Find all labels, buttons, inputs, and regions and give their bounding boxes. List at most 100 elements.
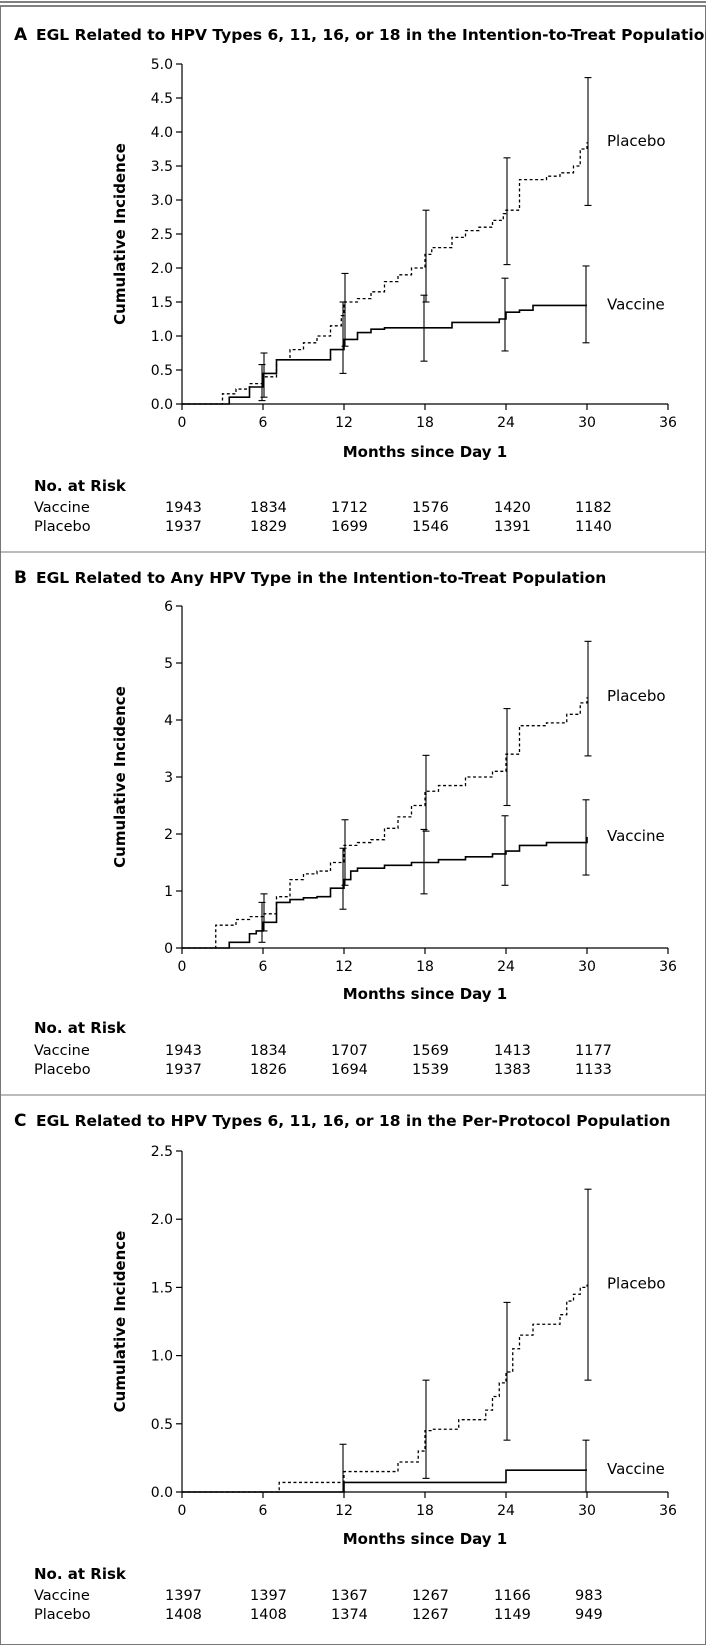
at-risk-value: 1826: [250, 1062, 287, 1078]
at-risk-value: 1834: [250, 500, 287, 516]
series-line-vaccine: [182, 1469, 587, 1493]
series-line-vaccine: [182, 304, 587, 405]
y-tick-label: 2: [164, 827, 173, 843]
x-tick-label: 30: [578, 1503, 596, 1519]
at-risk-value: 1267: [412, 1607, 449, 1623]
x-tick-label: 36: [659, 415, 677, 431]
at-risk-value: 1539: [412, 1062, 449, 1078]
at-risk-value: 1420: [494, 500, 531, 516]
at-risk-value: 1374: [331, 1607, 368, 1623]
y-axis-label: Cumulative Incidence: [111, 1231, 129, 1413]
at-risk-value: 1149: [494, 1607, 531, 1623]
x-tick-label: 6: [259, 1503, 268, 1519]
at-risk-value: 1943: [165, 500, 202, 516]
at-risk-value: 1943: [165, 1043, 202, 1059]
at-risk-row-label: Vaccine: [34, 1043, 90, 1059]
y-tick-label: 0.0: [151, 1485, 173, 1501]
series-label-placebo: Placebo: [607, 1275, 666, 1293]
series-label-placebo: Placebo: [607, 687, 666, 705]
at-risk-row-label: Placebo: [34, 519, 91, 535]
at-risk-value: 949: [575, 1607, 603, 1623]
x-tick-label: 6: [259, 415, 268, 431]
panel-title: EGL Related to Any HPV Type in the Inten…: [36, 569, 606, 587]
y-tick-label: 4: [164, 713, 173, 729]
at-risk-value: 1397: [165, 1588, 202, 1604]
panel-letter: A: [14, 25, 28, 45]
at-risk-value: 1707: [331, 1043, 368, 1059]
y-axis-label: Cumulative Incidence: [111, 686, 129, 868]
y-tick-label: 1.5: [151, 1280, 173, 1296]
at-risk-value: 1576: [412, 500, 449, 516]
x-axis-label: Months since Day 1: [343, 443, 508, 461]
x-tick-label: 30: [578, 415, 596, 431]
at-risk-value: 1937: [165, 519, 202, 535]
series-line-vaccine: [182, 836, 588, 949]
x-tick-label: 0: [178, 959, 187, 975]
y-tick-label: 6: [164, 599, 173, 615]
series-label-placebo: Placebo: [607, 132, 666, 150]
at-risk-value: 1383: [494, 1062, 531, 1078]
y-tick-label: 1.0: [151, 329, 173, 345]
at-risk-value: 1829: [250, 519, 287, 535]
at-risk-value: 1367: [331, 1588, 368, 1604]
y-tick-label: 2.0: [151, 1212, 173, 1228]
x-tick-label: 18: [416, 1503, 434, 1519]
y-tick-label: 0: [164, 941, 173, 957]
series-label-vaccine: Vaccine: [607, 1460, 665, 1478]
at-risk-row-label: Vaccine: [34, 500, 90, 516]
at-risk-value: 1712: [331, 500, 368, 516]
panel-letter: B: [14, 568, 27, 588]
y-tick-label: 0.0: [151, 397, 173, 413]
y-tick-label: 4.0: [151, 125, 173, 141]
at-risk-row-label: Placebo: [34, 1062, 91, 1078]
at-risk-value: 1267: [412, 1588, 449, 1604]
at-risk-value: 1166: [494, 1588, 531, 1604]
y-tick-label: 1.5: [151, 295, 173, 311]
at-risk-value: 1408: [165, 1607, 202, 1623]
x-tick-label: 24: [497, 1503, 515, 1519]
at-risk-heading: No. at Risk: [34, 1565, 127, 1583]
series-label-vaccine: Vaccine: [607, 827, 665, 845]
at-risk-value: 1391: [494, 519, 531, 535]
at-risk-row-label: Vaccine: [34, 1588, 90, 1604]
at-risk-value: 1177: [575, 1043, 612, 1059]
y-tick-label: 3.0: [151, 193, 173, 209]
at-risk-value: 1699: [331, 519, 368, 535]
y-tick-label: 1: [164, 884, 173, 900]
y-tick-label: 2.5: [151, 1144, 173, 1160]
x-tick-label: 0: [178, 1503, 187, 1519]
at-risk-value: 1140: [575, 519, 612, 535]
at-risk-value: 983: [575, 1588, 603, 1604]
x-tick-label: 24: [497, 415, 515, 431]
x-tick-label: 24: [497, 959, 515, 975]
series-label-vaccine: Vaccine: [607, 295, 665, 313]
x-axis-label: Months since Day 1: [343, 985, 508, 1003]
y-tick-label: 2.5: [151, 227, 173, 243]
y-tick-label: 1.0: [151, 1349, 173, 1365]
y-tick-label: 5.0: [151, 57, 173, 73]
y-tick-label: 2.0: [151, 261, 173, 277]
panel-letter: C: [14, 1111, 26, 1131]
series-line-placebo: [182, 142, 588, 405]
at-risk-value: 1413: [494, 1043, 531, 1059]
at-risk-value: 1834: [250, 1043, 287, 1059]
x-tick-label: 36: [659, 959, 677, 975]
at-risk-row-label: Placebo: [34, 1607, 91, 1623]
panel-b: B EGL Related to Any HPV Type in the Inte…: [14, 568, 677, 1078]
at-risk-heading: No. at Risk: [34, 477, 127, 495]
x-tick-label: 30: [578, 959, 596, 975]
y-tick-label: 0.5: [151, 363, 173, 379]
x-tick-label: 36: [659, 1503, 677, 1519]
x-tick-label: 12: [335, 415, 353, 431]
at-risk-value: 1408: [250, 1607, 287, 1623]
at-risk-value: 1182: [575, 500, 612, 516]
x-tick-label: 18: [416, 415, 434, 431]
x-tick-label: 6: [259, 959, 268, 975]
y-tick-label: 3: [164, 770, 173, 786]
y-tick-label: 5: [164, 656, 173, 672]
panel-a: A EGL Related to HPV Types 6, 11, 16, or …: [14, 25, 706, 535]
at-risk-value: 1397: [250, 1588, 287, 1604]
at-risk-value: 1569: [412, 1043, 449, 1059]
panel-c: C EGL Related to HPV Types 6, 11, 16, or …: [14, 1111, 677, 1623]
